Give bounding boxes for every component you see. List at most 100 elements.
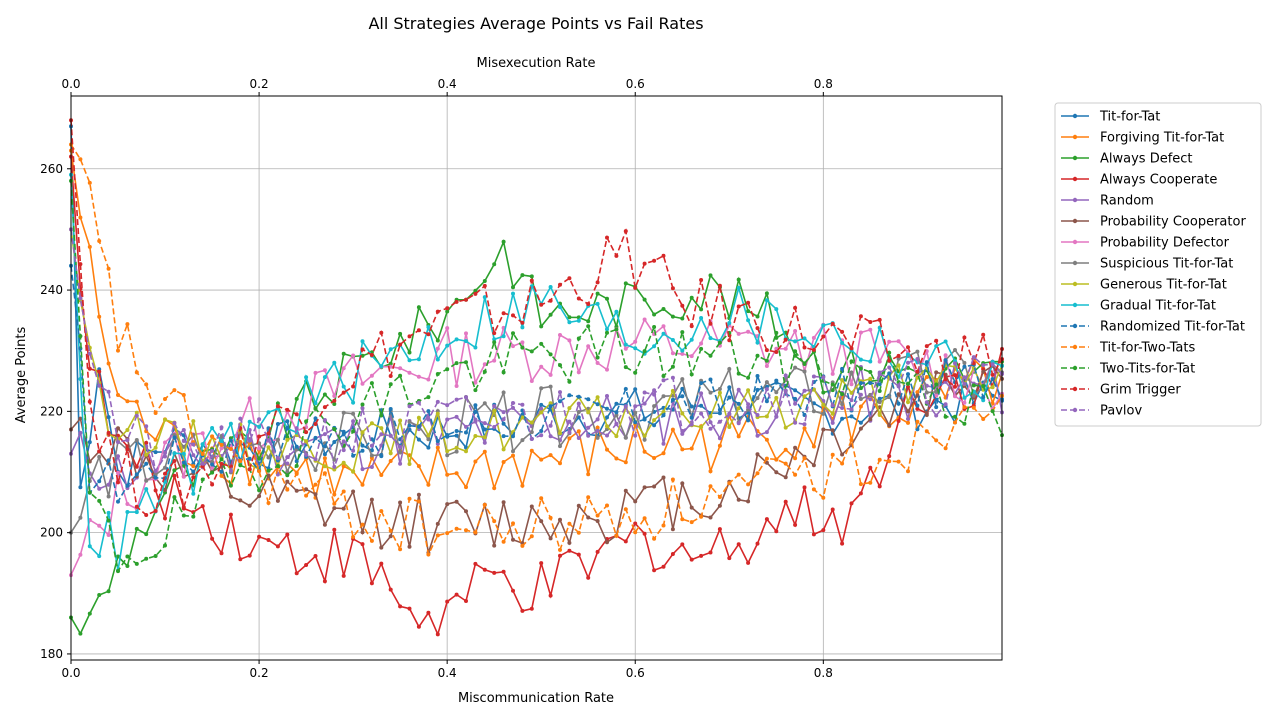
data-point xyxy=(520,340,525,345)
series-line xyxy=(70,150,1003,498)
legend-marker xyxy=(1072,155,1078,161)
data-point xyxy=(181,393,186,397)
data-point xyxy=(435,372,440,376)
data-point xyxy=(661,374,666,378)
data-point xyxy=(953,348,957,352)
data-point xyxy=(247,396,252,401)
data-point xyxy=(492,425,497,429)
data-point xyxy=(576,394,581,399)
data-point xyxy=(511,313,515,318)
legend: Tit-for-Tat Forgiving Tit-for-Tat Always D… xyxy=(1054,102,1262,427)
data-point xyxy=(717,390,722,395)
data-point xyxy=(736,304,741,309)
data-point xyxy=(717,387,722,391)
plot-area xyxy=(69,118,1004,637)
data-point xyxy=(764,456,769,461)
data-point xyxy=(614,434,619,439)
data-point xyxy=(341,410,346,415)
data-point xyxy=(962,381,967,386)
data-point xyxy=(934,389,939,394)
data-point xyxy=(238,416,243,421)
data-point xyxy=(840,340,845,345)
data-point xyxy=(868,381,873,385)
data-point xyxy=(511,405,515,410)
data-point xyxy=(896,339,901,344)
data-point xyxy=(811,463,816,468)
data-point xyxy=(341,351,346,356)
legend-item: Always Cooperate xyxy=(1061,173,1217,188)
data-point xyxy=(877,389,882,393)
data-point xyxy=(877,396,882,401)
data-point xyxy=(210,536,215,541)
data-point xyxy=(247,467,252,472)
data-point xyxy=(360,467,365,472)
data-point xyxy=(492,404,497,409)
data-point xyxy=(727,367,732,371)
data-point xyxy=(294,463,299,468)
data-point xyxy=(304,419,309,424)
data-point xyxy=(511,401,515,405)
data-point xyxy=(642,433,647,438)
data-point xyxy=(699,381,704,386)
data-point xyxy=(464,528,468,533)
data-point xyxy=(783,499,788,504)
data-point xyxy=(379,364,384,369)
data-point xyxy=(774,378,779,383)
chart-title: All Strategies Average Points vs Fail Ra… xyxy=(368,14,703,33)
data-point xyxy=(266,538,271,542)
data-point xyxy=(492,408,497,413)
data-point xyxy=(689,354,694,359)
data-point xyxy=(943,414,948,419)
data-point xyxy=(322,522,327,527)
legend-item: Randomized Tit-for-Tat xyxy=(1061,320,1245,335)
data-point xyxy=(548,453,553,458)
data-point xyxy=(426,482,431,487)
data-point xyxy=(567,320,572,325)
data-point xyxy=(548,404,553,409)
data-point xyxy=(313,468,318,472)
data-point xyxy=(661,378,666,383)
data-point xyxy=(642,261,647,266)
data-point xyxy=(746,375,751,380)
data-point xyxy=(219,425,224,430)
data-point xyxy=(435,441,440,446)
data-point xyxy=(435,632,440,637)
data-point xyxy=(144,452,149,457)
data-point xyxy=(849,346,854,351)
data-point xyxy=(341,390,346,395)
data-point xyxy=(896,419,901,423)
data-point xyxy=(652,536,657,541)
data-point xyxy=(906,416,910,421)
data-point xyxy=(501,417,506,422)
data-point xyxy=(670,364,675,369)
data-point xyxy=(755,452,760,457)
data-point xyxy=(351,489,356,494)
data-point xyxy=(464,424,468,429)
legend-item: Forgiving Tit-for-Tat xyxy=(1061,131,1224,146)
data-point xyxy=(793,456,798,461)
data-point xyxy=(416,415,421,420)
data-point xyxy=(360,381,365,386)
legend-label: Forgiving Tit-for-Tat xyxy=(1100,131,1224,146)
data-point xyxy=(341,573,346,578)
data-point xyxy=(633,387,638,392)
data-point xyxy=(275,437,280,442)
data-point xyxy=(746,405,751,410)
data-point xyxy=(586,397,591,402)
data-point xyxy=(125,438,130,443)
data-point xyxy=(623,281,628,286)
data-point xyxy=(219,457,224,462)
data-point xyxy=(614,309,619,314)
data-point xyxy=(586,319,591,324)
data-point xyxy=(595,435,600,440)
data-point xyxy=(990,377,995,381)
data-point xyxy=(840,406,845,410)
legend-item: Tit-for-Two-Tats xyxy=(1061,341,1195,356)
data-point xyxy=(87,244,92,249)
data-point xyxy=(351,411,356,416)
data-point xyxy=(576,370,581,375)
data-point xyxy=(567,430,572,435)
data-point xyxy=(699,316,704,320)
data-point xyxy=(764,291,769,296)
data-point xyxy=(454,449,459,454)
